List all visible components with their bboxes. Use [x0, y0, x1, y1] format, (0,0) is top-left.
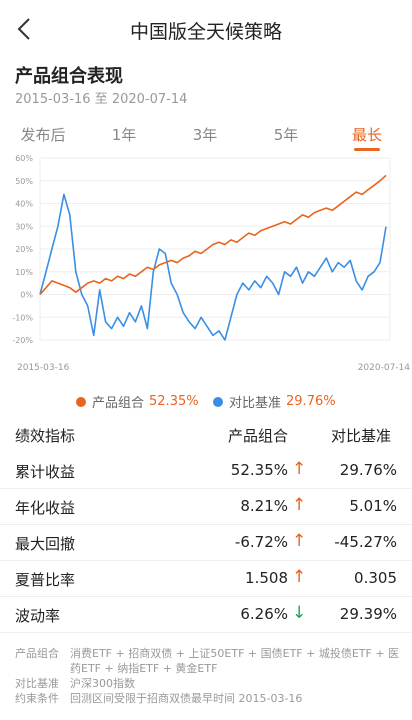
- metric-label: 波动率: [15, 607, 61, 625]
- footnote-value: 沪深300指数: [70, 677, 135, 690]
- date-range: 2015-03-16 至 2020-07-14: [15, 92, 188, 107]
- table-row: 年化收益 8.21% ↑ 5.01%: [0, 489, 412, 525]
- y-tick-label: 60%: [15, 154, 33, 163]
- nav-bar: 中国版全天候策略: [0, 0, 412, 60]
- y-tick-label: 20%: [15, 245, 33, 254]
- chevron-left-icon: [17, 18, 30, 40]
- benchmark-value: 5.01%: [349, 497, 397, 515]
- table-row: 波动率 6.26% ↓ 29.39%: [0, 597, 412, 633]
- active-tab-indicator: [354, 148, 380, 151]
- perf-table-header: 绩效指标 产品组合 对比基准: [0, 425, 412, 447]
- legend-label: 产品组合: [92, 396, 145, 411]
- benchmark-value: 29.76%: [339, 461, 397, 479]
- header-benchmark: 对比基准: [331, 427, 392, 445]
- arrow-up-icon: ↑: [292, 567, 307, 587]
- footnote-key: 对比基准: [15, 677, 59, 690]
- tab-since-launch[interactable]: 发布后: [20, 126, 66, 144]
- legend-item-benchmark: 对比基准 29.76%: [213, 392, 336, 411]
- y-tick-label: -10%: [12, 313, 33, 322]
- portfolio-value: 6.26%: [240, 605, 288, 623]
- tab-3y[interactable]: 3年: [192, 126, 218, 144]
- y-tick-label: 40%: [15, 200, 33, 209]
- header-portfolio: 产品组合: [228, 427, 289, 445]
- legend-label: 对比基准: [229, 396, 282, 411]
- tab-5y[interactable]: 5年: [273, 126, 299, 144]
- period-tabs: 发布后 1年 3年 5年 最长: [0, 124, 412, 151]
- y-tick-label: 10%: [15, 268, 33, 277]
- footnote-row: 对比基准 沪深300指数: [15, 676, 405, 691]
- portfolio-value: 1.508: [245, 569, 288, 587]
- footnote-row: 产品组合 消费ETF + 招商双债 + 上证50ETF + 国债ETF + 城投…: [15, 646, 405, 676]
- y-tick-label: -20%: [12, 336, 33, 345]
- footnote-key: 约束条件: [15, 692, 59, 705]
- x-start-label: 2015-03-16: [17, 363, 70, 373]
- series-line-benchmark: [39, 193, 387, 341]
- portfolio-value: 8.21%: [240, 497, 288, 515]
- arrow-up-icon: ↑: [292, 459, 307, 479]
- tab-max[interactable]: 最长: [351, 126, 382, 144]
- legend-value: 29.76%: [286, 394, 336, 409]
- section-title: 产品组合表现: [15, 66, 123, 87]
- portfolio-value: -6.72%: [234, 533, 288, 551]
- portfolio-value: 52.35%: [230, 461, 288, 479]
- benchmark-value: -45.27%: [334, 533, 397, 551]
- page-title: 中国版全天候策略: [129, 21, 282, 43]
- footnote-value: 回测区间受限于招商双债最早时间 2015-03-16: [70, 692, 303, 705]
- tab-1y[interactable]: 1年: [111, 126, 137, 144]
- legend-value: 52.35%: [149, 394, 199, 409]
- back-button[interactable]: [12, 16, 38, 42]
- metric-label: 最大回撤: [15, 535, 76, 553]
- x-end-label: 2020-07-14: [358, 363, 411, 373]
- arrow-down-icon: ↓: [292, 603, 307, 623]
- performance-chart[interactable]: 60% 50% 40% 30% 20% 10% 0% -10% -20% 2015-03-16 20…: [0, 150, 412, 375]
- series-line-portfolio: [39, 174, 387, 296]
- y-tick-label: 50%: [15, 177, 33, 186]
- metric-label: 夏普比率: [15, 571, 76, 589]
- legend-item-portfolio: 产品组合 52.35%: [76, 392, 199, 411]
- table-row: 最大回撤 -6.72% ↑ -45.27%: [0, 525, 412, 561]
- footnote-key: 产品组合: [15, 647, 59, 660]
- footnote-row: 约束条件 回测区间受限于招商双债最早时间 2015-03-16: [15, 691, 405, 706]
- legend-dot-benchmark: [213, 396, 223, 407]
- footnote-value: 消费ETF + 招商双债 + 上证50ETF + 国债ETF + 城投债ETF …: [70, 647, 400, 675]
- arrow-up-icon: ↑: [292, 495, 307, 515]
- table-row: 夏普比率 1.508 ↑ 0.305: [0, 561, 412, 597]
- table-row: 累计收益 52.35% ↑ 29.76%: [0, 453, 412, 489]
- footnotes: 产品组合 消费ETF + 招商双债 + 上证50ETF + 国债ETF + 城投…: [15, 646, 405, 706]
- metric-label: 累计收益: [15, 463, 76, 481]
- y-tick-label: 30%: [15, 222, 33, 231]
- legend-dot-portfolio: [76, 396, 86, 407]
- y-tick-label: 0%: [20, 291, 33, 300]
- benchmark-value: 29.39%: [339, 605, 397, 623]
- arrow-up-icon: ↑: [292, 531, 307, 551]
- header-metric: 绩效指标: [15, 427, 76, 445]
- benchmark-value: 0.305: [354, 569, 397, 587]
- metric-label: 年化收益: [15, 499, 76, 517]
- chart-svg: 60% 50% 40% 30% 20% 10% 0% -10% -20% 2015-03-16 20…: [12, 154, 411, 373]
- chart-legend: 产品组合 52.35% 对比基准 29.76%: [0, 392, 412, 412]
